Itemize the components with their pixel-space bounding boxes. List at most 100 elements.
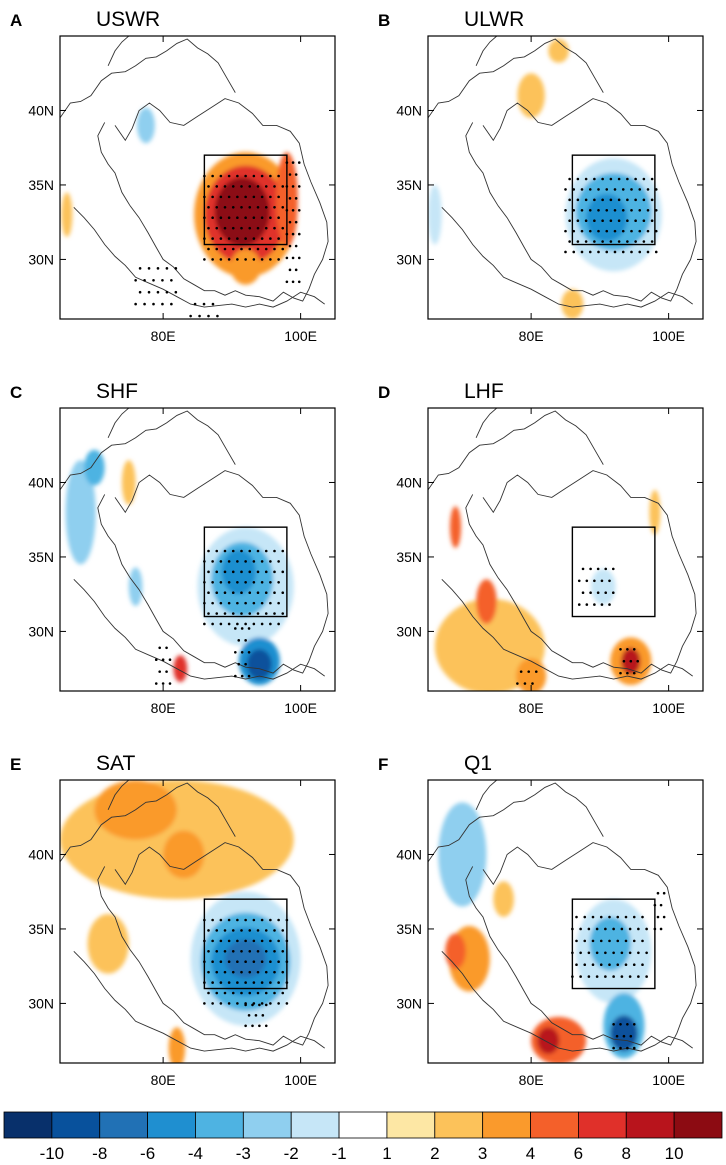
- stipple-dot: [584, 198, 588, 202]
- stipple-dot: [264, 247, 268, 251]
- stipple-dot: [269, 580, 272, 584]
- focus-box: [203, 526, 288, 618]
- stipple-dot: [211, 237, 214, 240]
- stipple-dot: [579, 927, 582, 931]
- stipple-dot: [628, 975, 632, 978]
- stipple-dot: [244, 195, 247, 199]
- stipple-dot: [604, 927, 607, 931]
- stipple-dot: [215, 949, 219, 953]
- stipple-dot: [231, 247, 235, 251]
- stipple-dot: [273, 549, 276, 553]
- stipple-dot: [659, 927, 663, 931]
- stipple-dot: [256, 247, 260, 251]
- stipple-dot: [260, 560, 264, 563]
- stipple-dot: [534, 670, 538, 673]
- stipple-dot: [252, 216, 256, 220]
- stipple-dot: [219, 1002, 223, 1005]
- stipple-dot: [165, 267, 169, 270]
- stipple-dot: [645, 927, 648, 931]
- boundary-line: [60, 38, 236, 119]
- stipple-dot: [158, 646, 161, 650]
- stipple-dot: [269, 216, 272, 220]
- stipple-dot: [138, 267, 142, 270]
- stipple-dot: [248, 247, 252, 251]
- stipple-dot: [564, 208, 567, 212]
- stipple-dot: [256, 549, 260, 553]
- anomaly-patch: [561, 289, 584, 319]
- stipple-dot: [609, 177, 613, 181]
- stipple-dot: [264, 991, 268, 995]
- stipple-dot: [219, 960, 223, 964]
- stipple-dot: [260, 580, 264, 584]
- stipple-dot: [589, 591, 592, 594]
- anomaly-patch: [163, 830, 205, 879]
- stipple-dot: [589, 567, 592, 571]
- panel-b: 30N 35N 40N 80E 100E B ULWR: [378, 8, 704, 344]
- stipple-dot: [288, 220, 292, 224]
- stipple-dot: [273, 970, 276, 974]
- stipple-dot: [626, 240, 629, 243]
- stipple-dot: [227, 601, 231, 605]
- stipple-dot: [277, 195, 280, 199]
- stipple-dot: [659, 903, 663, 907]
- panel-letter: B: [378, 11, 390, 30]
- stipple-dot: [264, 549, 268, 553]
- stipple-dot: [564, 188, 567, 191]
- anomaly-patch: [476, 579, 497, 624]
- anomaly-patch: [445, 933, 466, 970]
- stipple-dot: [227, 939, 231, 943]
- stipple-dot: [626, 1046, 629, 1050]
- stipple-dot: [236, 580, 239, 584]
- stipple-dot: [579, 975, 582, 978]
- stipple-dot: [604, 591, 608, 594]
- stipple-dot: [617, 198, 621, 202]
- stipple-dot: [207, 185, 210, 188]
- colorbar-label: 1: [382, 1144, 391, 1163]
- panel-c: 30N 35N 40N 80E 100E C SHF: [10, 380, 336, 716]
- panel-title: LHF: [464, 380, 504, 403]
- stipple-dot: [260, 174, 264, 178]
- stipple-dot: [581, 591, 585, 594]
- stipple-dot: [621, 208, 625, 212]
- stipple-dot: [223, 185, 227, 188]
- stipple-dot: [207, 591, 210, 594]
- stipple-dot: [297, 161, 301, 164]
- stipple-dot: [234, 674, 237, 678]
- stipple-dot: [588, 188, 592, 191]
- stipple-dot: [609, 198, 613, 202]
- stipple-dot: [291, 232, 295, 236]
- stipple-dot: [597, 229, 600, 233]
- anomaly-patch: [517, 73, 545, 118]
- stipple-dot: [632, 671, 636, 675]
- stipple-dot: [156, 290, 160, 294]
- stipple-dot: [219, 237, 223, 240]
- anomaly-patch: [586, 193, 628, 242]
- colorbar-label: -1: [332, 1144, 347, 1163]
- stipple-dot: [626, 177, 629, 181]
- stipple-dot: [211, 918, 214, 922]
- panel-title: ULWR: [464, 8, 524, 31]
- stipple-dot: [620, 951, 624, 955]
- stipple-dot: [591, 963, 595, 966]
- stipple-dot: [269, 939, 272, 943]
- stipple-dot: [269, 560, 272, 563]
- anomaly-patch: [214, 177, 270, 247]
- stipple-dot: [628, 951, 632, 955]
- stipple-dot: [237, 639, 241, 642]
- stipple-dot: [626, 647, 629, 651]
- stipple-dot: [277, 580, 280, 584]
- stipple-dot: [215, 247, 219, 251]
- colorbar-swatch: [147, 1111, 196, 1139]
- stipple-dot: [256, 185, 260, 188]
- stipple-dot: [202, 302, 206, 306]
- stipple-dot: [297, 208, 301, 212]
- stipple-dot: [227, 258, 231, 261]
- boundary-line: [475, 408, 498, 438]
- stipple-dot: [593, 240, 596, 243]
- stipple-dot: [248, 991, 252, 995]
- stipple-dot: [236, 939, 239, 943]
- stipple-dot: [599, 915, 603, 919]
- stipple-dot: [264, 949, 268, 953]
- stipple-dot: [260, 981, 264, 984]
- stipple-dot: [596, 591, 600, 594]
